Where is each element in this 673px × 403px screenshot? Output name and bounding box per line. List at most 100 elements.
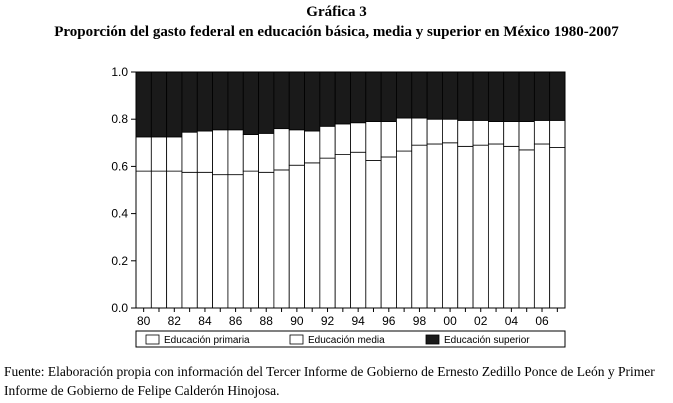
bar-89-series-1 [273, 169, 290, 309]
x-tick-label-86: 86 [229, 314, 243, 328]
bar-95-series-1 [365, 160, 382, 309]
bar-81-series-2 [150, 136, 168, 172]
y-tick-label-0.2: 0.2 [111, 254, 128, 268]
y-tick-label-1.0: 1.0 [111, 65, 128, 79]
bar-97-series-3 [396, 71, 413, 119]
bar-99-series-2 [426, 118, 443, 145]
y-tick-label-0.8: 0.8 [111, 112, 128, 126]
bar-99-series-3 [426, 71, 443, 120]
bar-07-series-1 [549, 147, 566, 309]
figure-number: Gráfica 3 [306, 4, 367, 20]
bar-90-series-3 [288, 71, 305, 131]
bar-80-series-2 [135, 136, 152, 172]
bar-87-series-1 [242, 170, 259, 309]
bar-90-series-2 [288, 129, 305, 166]
x-tick-label-96: 96 [382, 314, 396, 328]
x-tick-label-92: 92 [321, 314, 335, 328]
bar-01-series-3 [457, 71, 474, 121]
y-tick-label-0.4: 0.4 [111, 207, 128, 221]
legend-label-1: Educación primaria [164, 335, 250, 346]
bar-93-series-2 [334, 123, 351, 155]
chart-title: Proporción del gasto federal en educació… [54, 24, 619, 40]
x-tick-label-98: 98 [413, 314, 427, 328]
bar-03-series-3 [487, 71, 505, 122]
bar-83-series-2 [181, 131, 198, 173]
bar-00-series-1 [442, 142, 459, 309]
bar-98-series-3 [411, 71, 428, 119]
bar-05-series-2 [518, 121, 535, 151]
bar-82-series-2 [166, 136, 183, 172]
bar-02-series-3 [472, 71, 489, 121]
x-tick-label-00: 00 [443, 314, 457, 328]
bar-90-series-1 [288, 164, 305, 309]
bar-96-series-1 [380, 156, 397, 309]
bar-95-series-2 [365, 121, 382, 161]
bar-83-series-1 [181, 171, 198, 309]
bar-95-series-3 [365, 71, 382, 122]
legend-box [135, 330, 566, 348]
bar-82-series-1 [166, 170, 183, 309]
bar-84-series-2 [196, 130, 214, 173]
bar-93-series-1 [334, 154, 351, 309]
bar-84-series-1 [196, 171, 214, 309]
x-tick-label-06: 06 [535, 314, 549, 328]
bar-86-series-1 [227, 174, 244, 309]
source-note: Fuente: Elaboración propia con informaci… [4, 364, 655, 398]
bar-98-series-2 [411, 117, 428, 146]
bar-81-series-3 [150, 71, 168, 138]
bar-91-series-1 [304, 162, 321, 309]
bar-83-series-3 [181, 71, 198, 133]
bar-88-series-2 [258, 132, 275, 173]
bar-92-series-3 [319, 71, 336, 127]
legend-swatch-3 [425, 334, 440, 345]
x-tick-label-82: 82 [168, 314, 182, 328]
legend-swatch-2 [289, 334, 304, 345]
bar-97-series-1 [396, 150, 413, 309]
bar-94-series-3 [350, 71, 367, 124]
x-tick-label-84: 84 [198, 314, 212, 328]
bar-94-series-1 [350, 151, 367, 309]
x-tick-label-88: 88 [260, 314, 274, 328]
bar-87-series-3 [242, 71, 259, 135]
bar-04-series-2 [503, 121, 520, 147]
y-tick-label-0.0: 0.0 [111, 301, 128, 315]
bar-80-series-3 [135, 71, 152, 138]
bar-89-series-3 [273, 71, 290, 130]
plot-border [135, 71, 566, 309]
bar-07-series-3 [549, 71, 566, 121]
bar-04-series-3 [503, 71, 520, 122]
bar-02-series-1 [472, 144, 489, 309]
bar-97-series-2 [396, 117, 413, 152]
bar-03-series-1 [487, 143, 505, 309]
y-tick-label-0.6: 0.6 [111, 159, 128, 173]
bar-05-series-3 [518, 71, 535, 122]
bar-85-series-2 [212, 129, 229, 176]
x-tick-label-02: 02 [474, 314, 488, 328]
bar-91-series-3 [304, 71, 321, 132]
x-tick-label-80: 80 [137, 314, 151, 328]
bar-92-series-2 [319, 125, 336, 159]
bar-86-series-3 [227, 71, 244, 131]
bar-98-series-1 [411, 144, 428, 309]
bar-88-series-1 [258, 171, 275, 309]
bar-06-series-1 [533, 143, 551, 309]
bar-85-series-1 [212, 174, 229, 309]
bar-81-series-1 [150, 170, 168, 309]
bar-93-series-3 [334, 71, 351, 125]
bar-06-series-3 [533, 71, 551, 121]
bar-87-series-2 [242, 134, 259, 172]
legend-label-3: Educación superior [444, 335, 530, 346]
x-tick-label-90: 90 [290, 314, 304, 328]
bar-94-series-2 [350, 122, 367, 153]
bar-99-series-1 [426, 143, 443, 309]
bar-82-series-3 [166, 71, 183, 138]
bar-02-series-2 [472, 119, 489, 146]
bar-07-series-2 [549, 119, 566, 148]
bar-96-series-3 [380, 71, 397, 122]
bar-01-series-1 [457, 145, 474, 309]
bar-00-series-3 [442, 71, 459, 120]
bar-89-series-2 [273, 128, 290, 171]
bar-80-series-1 [135, 170, 152, 309]
x-tick-label-04: 04 [505, 314, 519, 328]
bar-04-series-1 [503, 145, 520, 309]
